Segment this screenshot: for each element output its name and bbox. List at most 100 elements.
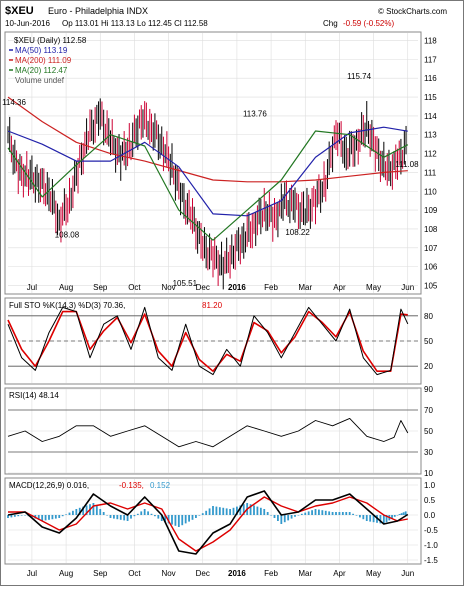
macd-histogram-bar bbox=[150, 513, 153, 515]
symbol: $XEU bbox=[5, 5, 34, 17]
macd-histogram-bar bbox=[222, 507, 225, 515]
macd-histogram-bar bbox=[232, 507, 235, 515]
macd-histogram-bar bbox=[253, 505, 255, 515]
y-tick-label: 30 bbox=[424, 448, 433, 457]
macd-histogram-bar bbox=[300, 513, 303, 515]
y-tick-label: 20 bbox=[424, 362, 433, 371]
macd-histogram-bar bbox=[311, 510, 313, 515]
y-tick-label: -0.5 bbox=[424, 526, 438, 535]
sto-k-line bbox=[7, 306, 409, 376]
macd-histogram-bar bbox=[352, 513, 354, 515]
macd-histogram-bar bbox=[369, 515, 372, 522]
y-tick-label: 111 bbox=[424, 168, 437, 177]
macd-histogram-bar bbox=[290, 515, 293, 519]
y-tick-label: 70 bbox=[424, 406, 433, 415]
macd-histogram-bar bbox=[201, 513, 204, 515]
legend-price: $XEU (Daily) 112.58 bbox=[14, 36, 87, 45]
macd-histogram-bar bbox=[273, 515, 276, 518]
macd-histogram-bar bbox=[143, 509, 146, 515]
macd-histogram-bar bbox=[48, 515, 50, 520]
y-tick-label: 117 bbox=[424, 55, 437, 64]
price-panel bbox=[4, 31, 422, 295]
x-tick-label: Aug bbox=[59, 569, 73, 578]
x-tick-label: Dec bbox=[196, 569, 210, 578]
macd-histogram-bar bbox=[37, 515, 40, 520]
y-tick-label: -1.5 bbox=[424, 556, 438, 565]
macd-histogram-bar bbox=[391, 515, 393, 519]
x-tick-label-price: Nov bbox=[161, 283, 175, 292]
macd-histogram-bar bbox=[372, 515, 375, 523]
macd-histogram-bar bbox=[171, 515, 173, 525]
macd-histogram-bar bbox=[58, 515, 61, 518]
macd-histogram-bar bbox=[335, 512, 337, 515]
sto-d-value: 81.20 bbox=[202, 301, 223, 310]
macd-histogram-bar bbox=[195, 515, 197, 518]
macd-histogram-bar bbox=[396, 515, 399, 516]
y-tick-label: 1.0 bbox=[424, 481, 436, 490]
change-label: Chg bbox=[323, 19, 338, 28]
macd-histogram-bar bbox=[177, 515, 180, 527]
x-tick-label-price: May bbox=[366, 283, 381, 292]
macd-histogram-bar bbox=[256, 506, 259, 515]
macd-histogram-bar bbox=[191, 515, 194, 520]
macd-histogram-bar bbox=[382, 515, 385, 524]
macd-histogram-bar bbox=[20, 515, 23, 516]
macd-histogram-bar bbox=[283, 515, 286, 523]
y-tick-label: 50 bbox=[424, 427, 433, 436]
macd-histogram-bar bbox=[314, 509, 317, 515]
macd-histogram-bar bbox=[321, 510, 324, 515]
macd-histogram-bar bbox=[393, 515, 396, 517]
y-tick-label: 114 bbox=[424, 112, 437, 121]
y-tick-label: -1.0 bbox=[424, 541, 438, 550]
x-tick-label-price: Mar bbox=[298, 283, 312, 292]
x-tick-label: May bbox=[366, 569, 381, 578]
price-annotation: 108.22 bbox=[285, 228, 310, 237]
y-tick-label: 0.5 bbox=[424, 496, 436, 505]
macd-histogram-bar bbox=[188, 515, 190, 522]
macd-histogram-bar bbox=[78, 507, 81, 515]
macd-histogram-bar bbox=[212, 506, 214, 515]
macd-histogram-bar bbox=[249, 504, 252, 515]
y-tick-label: 90 bbox=[424, 385, 433, 394]
macd-histogram-bar bbox=[130, 515, 132, 519]
price-annotation: 108.08 bbox=[55, 230, 80, 239]
x-tick-label-price: Sep bbox=[93, 283, 108, 292]
legend-volume: Volume undef bbox=[15, 76, 65, 85]
ma50-line bbox=[7, 126, 408, 217]
macd-histogram-bar bbox=[68, 512, 71, 515]
macd-histogram-bar bbox=[331, 512, 334, 515]
macd-histogram-bar bbox=[205, 510, 208, 515]
macd-histogram-bar bbox=[109, 515, 112, 518]
x-tick-label-price: Aug bbox=[59, 283, 73, 292]
x-tick-label-price: Apr bbox=[333, 283, 346, 292]
macd-histogram-bar bbox=[225, 508, 228, 515]
macd-histogram-bar bbox=[61, 515, 64, 517]
x-tick-label-price: Jul bbox=[27, 283, 37, 292]
y-tick-label: 107 bbox=[424, 244, 438, 253]
legend-ma200: MA(200) 111.09 bbox=[15, 56, 72, 65]
change-value: -0.59 (-0.52%) bbox=[343, 19, 394, 28]
x-tick-label-price: Dec bbox=[196, 283, 210, 292]
macd-histogram-bar bbox=[239, 505, 242, 515]
legend-ma20: MA(20) 112.47 bbox=[15, 66, 68, 75]
macd-histogram-bar bbox=[270, 515, 272, 516]
macd-histogram-bar bbox=[157, 515, 160, 519]
macd-hist-value: 0.152 bbox=[150, 481, 171, 490]
y-tick-label: 80 bbox=[424, 312, 433, 321]
macd-histogram-bar bbox=[154, 515, 156, 517]
macd-signal-value: -0.135, bbox=[119, 481, 144, 490]
date-label: 10-Jun-2016 bbox=[5, 19, 50, 28]
x-tick-label-price: Feb bbox=[264, 283, 278, 292]
macd-histogram-bar bbox=[82, 506, 85, 515]
macd-histogram-bar bbox=[385, 515, 388, 523]
x-tick-label: Nov bbox=[161, 569, 175, 578]
macd-histogram-bar bbox=[348, 512, 351, 515]
x-tick-label: Jun bbox=[401, 569, 414, 578]
macd-histogram-bar bbox=[379, 515, 382, 524]
macd-histogram-bar bbox=[147, 511, 149, 515]
macd-histogram-bar bbox=[398, 514, 401, 515]
macd-histogram-bar bbox=[75, 509, 78, 515]
macd-histogram-bar bbox=[362, 515, 365, 520]
